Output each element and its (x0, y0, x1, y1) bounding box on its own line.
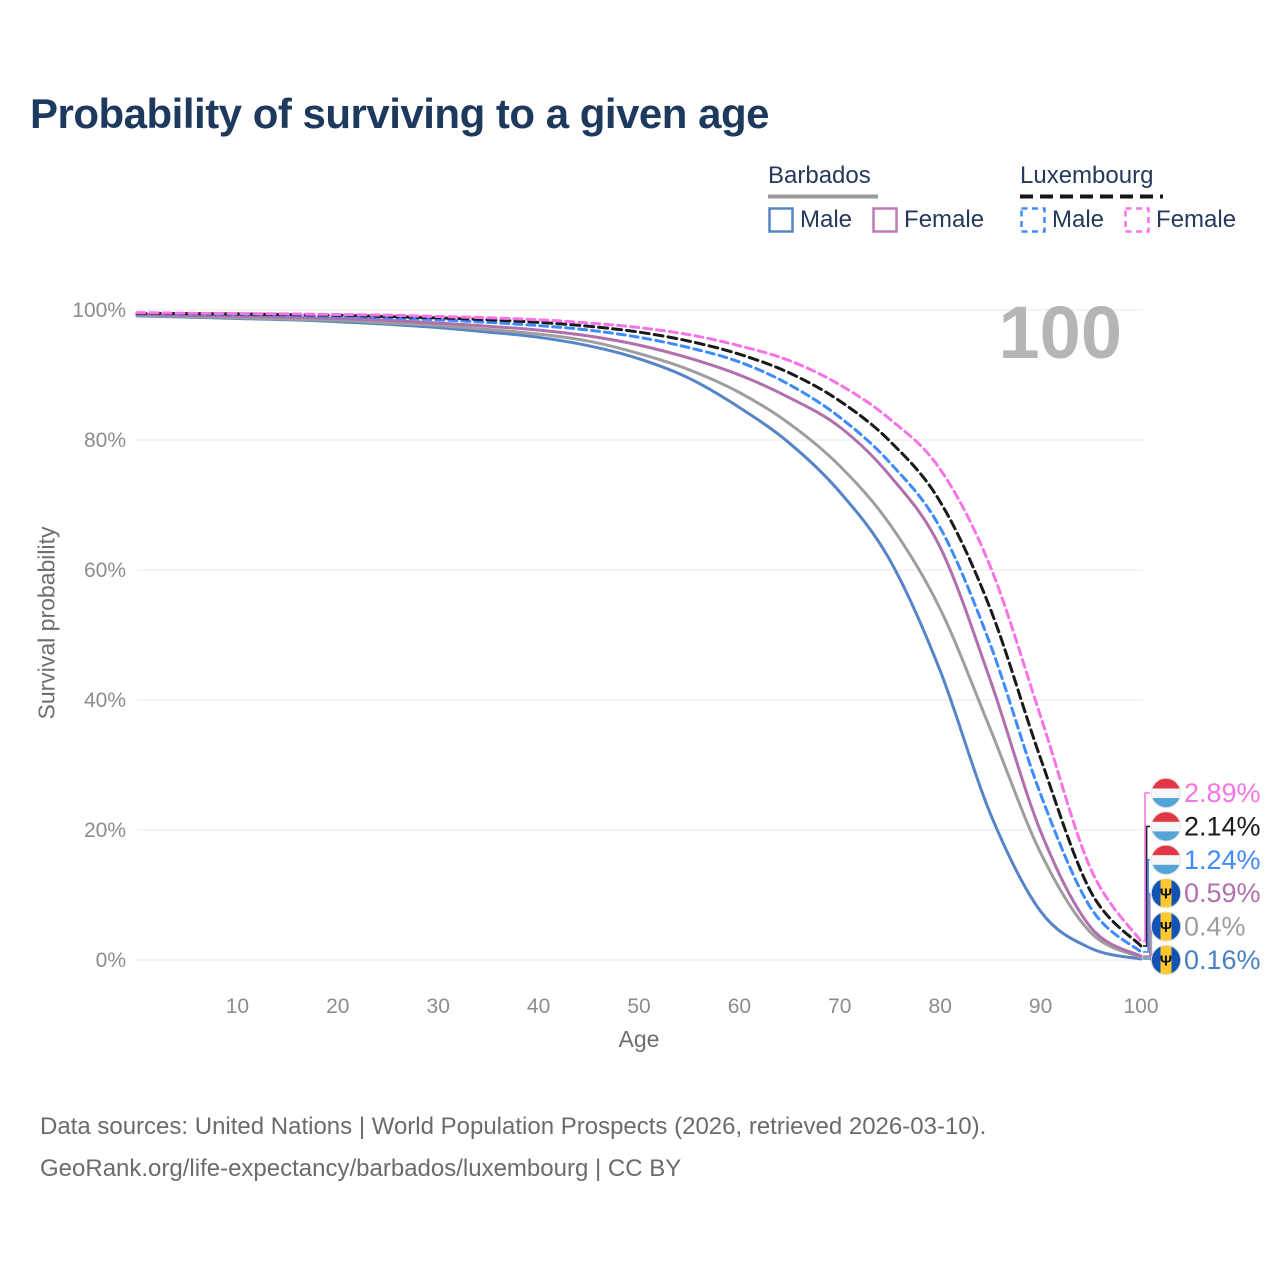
x-axis-title: Age (618, 1026, 660, 1052)
end-label-luxembourg-male: 1.24% (1184, 845, 1261, 875)
barbados-flag-icon: Ψ (1150, 878, 1182, 909)
page-title: Probability of surviving to a given age (30, 90, 769, 137)
footer: Data sources: United Nations | World Pop… (40, 1106, 986, 1190)
legend-swatch-barbados-female-icon (872, 207, 898, 233)
x-tick-label: 100 (1123, 995, 1158, 1018)
y-tick-label: 100% (72, 299, 126, 322)
barbados-solid-line-icon (768, 194, 878, 199)
end-label-barbados-male: 0.16% (1184, 945, 1261, 975)
legend-swatch-luxembourg-female-icon (1124, 207, 1150, 233)
curve-barbados-male[interactable] (135, 314, 1143, 961)
luxembourg-flag-icon (1150, 844, 1182, 875)
end-label-luxembourg-female: 2.89% (1184, 778, 1261, 808)
y-tick-label: 20% (84, 819, 126, 842)
legend-label-luxembourg-male: Male (1052, 206, 1105, 233)
legend-item-luxembourg-female[interactable]: Female (1124, 206, 1236, 234)
curve-luxembourg-female[interactable] (135, 311, 1143, 943)
x-tick-label: 90 (1029, 995, 1052, 1018)
leader-line (1143, 859, 1150, 953)
legend-label-barbados-female: Female (904, 206, 985, 233)
curve-luxembourg-both-sexes[interactable] (135, 311, 1143, 948)
footer-attribution: GeoRank.org/life-expectancy/barbados/lux… (40, 1155, 682, 1182)
curve-barbados-female[interactable] (135, 313, 1143, 958)
barbados-flag-icon: Ψ (1150, 944, 1182, 976)
svg-text:Ψ: Ψ (1160, 886, 1172, 903)
x-tick-label: 70 (828, 995, 851, 1018)
legend-swatch-barbados-male-icon (768, 207, 794, 233)
leader-line (1143, 825, 1150, 947)
legend-group-barbados: Barbados Male Female (768, 162, 984, 234)
leader-line (1143, 792, 1150, 942)
barbados-flag-icon: Ψ (1150, 911, 1182, 942)
legend-label-luxembourg-female: Female (1156, 206, 1237, 233)
luxembourg-flag-icon (1150, 777, 1182, 809)
leader-line (1143, 925, 1153, 959)
y-axis-title: Survival probability (33, 526, 60, 720)
x-tick-label: 80 (929, 995, 952, 1018)
footer-data-sources: Data sources: United Nations | World Pop… (40, 1113, 987, 1140)
legend-label-barbados-male: Male (800, 206, 853, 233)
legend-country-barbados: Barbados (768, 162, 871, 189)
x-tick-label: 20 (326, 995, 349, 1018)
x-tick-label: 60 (728, 995, 751, 1018)
svg-text:Ψ: Ψ (1160, 953, 1172, 970)
legend-group-luxembourg: Luxembourg Male Female (1020, 162, 1236, 234)
end-label-luxembourg-both-sexes: 2.14% (1184, 811, 1261, 841)
x-tick-label: 30 (427, 995, 450, 1018)
svg-text:Ψ: Ψ (1160, 919, 1172, 936)
age-counter-watermark: 100 (998, 291, 1122, 374)
x-tick-label: 50 (627, 995, 650, 1018)
legend-item-barbados-male[interactable]: Male (768, 206, 852, 234)
y-tick-label: 0% (96, 949, 126, 972)
curve-barbados-both-sexes[interactable] (135, 313, 1143, 959)
y-tick-label: 60% (84, 559, 126, 582)
legend-item-barbados-female[interactable]: Female (872, 206, 984, 234)
y-tick-label: 80% (84, 429, 126, 452)
x-tick-label: 40 (527, 995, 550, 1018)
end-label-barbados-female: 0.59% (1184, 878, 1261, 908)
curve-luxembourg-male[interactable] (135, 311, 1143, 954)
legend-swatch-luxembourg-male-icon (1020, 207, 1046, 233)
luxembourg-flag-icon (1150, 811, 1182, 842)
legend-country-luxembourg: Luxembourg (1020, 162, 1154, 189)
end-label-barbados-both-sexes: 0.4% (1184, 912, 1246, 942)
x-tick-label: 10 (226, 995, 249, 1018)
y-tick-label: 40% (84, 689, 126, 712)
leader-line (1143, 892, 1151, 957)
legend-item-luxembourg-male[interactable]: Male (1020, 206, 1104, 234)
luxembourg-dashed-line-icon (1020, 194, 1163, 199)
